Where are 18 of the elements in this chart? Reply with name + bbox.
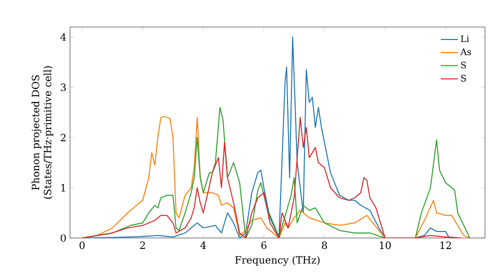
legend-label: S bbox=[461, 62, 466, 68]
x-tick-label: 8 bbox=[322, 242, 327, 250]
legend-label: S bbox=[461, 74, 466, 82]
y-axis-title: Phonon projected DOS (States/THz·primitive cell) bbox=[32, 66, 54, 199]
y-tick-label: 3 bbox=[60, 83, 66, 92]
y-tick-label: 4 bbox=[60, 33, 66, 41]
x-tick-label: 6 bbox=[261, 242, 266, 250]
y-tick-label: 0 bbox=[60, 234, 66, 242]
legend-label: Li bbox=[460, 35, 470, 42]
legend-label: As bbox=[460, 48, 472, 56]
x-axis-title: Frequency (THz) bbox=[235, 256, 320, 266]
y-tick-label: 2 bbox=[60, 134, 66, 142]
x-tick-label: 4 bbox=[200, 242, 206, 249]
x-tick-label: 10 bbox=[380, 242, 391, 250]
y-tick-label: 1 bbox=[61, 184, 66, 192]
x-tick-label: 2 bbox=[140, 242, 145, 249]
x-tick-label: 0 bbox=[80, 242, 85, 250]
x-tick-label: 12 bbox=[440, 242, 451, 249]
